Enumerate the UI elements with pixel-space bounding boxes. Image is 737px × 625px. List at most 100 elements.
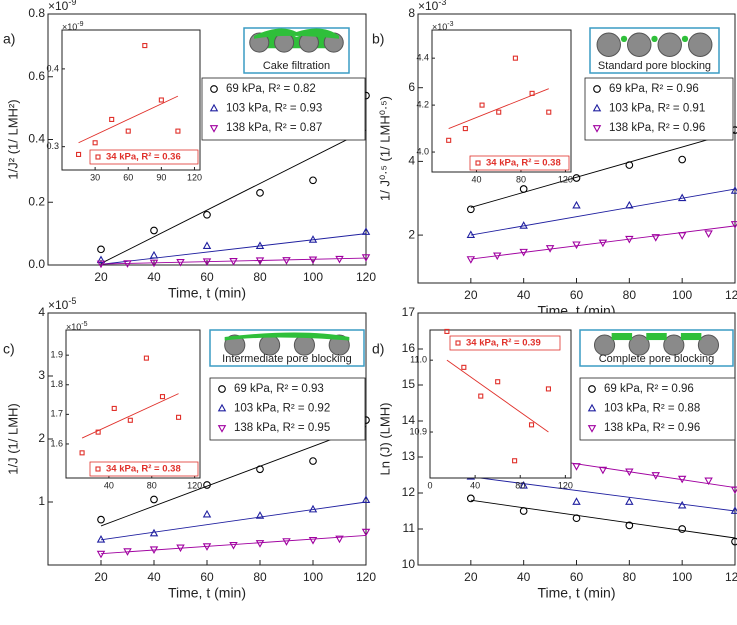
schematic-caption: Intermediate pore blocking: [222, 353, 352, 365]
legend-label: 138 kPa, R² = 0.96: [604, 422, 700, 434]
marker: [495, 379, 501, 385]
fit-line: [470, 131, 736, 208]
fit-line: [100, 425, 367, 527]
legend-marker: [218, 385, 226, 393]
marker: [519, 221, 528, 229]
legend-marker: [209, 103, 219, 112]
panel-label: c): [3, 341, 15, 357]
marker: [493, 252, 502, 261]
multiplier-exp: -5: [81, 321, 87, 328]
x-tick-label: 80: [253, 570, 267, 584]
legend-label: 69 kPa, R² = 0.96: [609, 83, 699, 95]
y-tick-label: 12: [402, 485, 416, 499]
x-tick-label: 40: [147, 270, 161, 284]
x-tick-label: 0: [427, 480, 432, 490]
x-tick-label: 30: [90, 172, 100, 182]
marker: [96, 260, 106, 269]
marker: [202, 509, 212, 518]
marker: [598, 466, 608, 475]
x-tick-label: 80: [253, 270, 267, 284]
marker: [308, 235, 318, 243]
marker: [109, 116, 115, 122]
marker: [625, 521, 634, 530]
x-tick-label: 20: [464, 570, 478, 584]
foulant: [651, 35, 658, 43]
marker: [202, 241, 212, 250]
y-multiplier: ×10-9: [48, 0, 76, 13]
x-tick-label: 40: [147, 570, 161, 584]
multiplier-exp: -5: [68, 296, 76, 306]
legend-marker: [587, 425, 597, 433]
inset-legend-label: 34 kPa, R² = 0.38: [106, 464, 181, 475]
marker: [677, 500, 687, 509]
foulant: [620, 35, 628, 43]
y-tick-label: 0.4: [28, 132, 45, 146]
marker: [466, 205, 475, 214]
x-tick-label: 120: [558, 480, 573, 490]
marker: [150, 495, 158, 504]
marker: [96, 535, 106, 543]
y-tick-label: 11: [403, 521, 416, 535]
legend-marker: [209, 125, 219, 133]
marker: [255, 241, 265, 250]
multiplier-exp: -3: [438, 0, 446, 7]
x-tick-label: 90: [156, 172, 166, 182]
x-tick-label: 60: [570, 288, 584, 302]
inset-legend-marker: [455, 340, 461, 346]
legend-label: 138 kPa, R² = 0.87: [226, 122, 322, 134]
marker: [704, 230, 713, 239]
marker: [203, 210, 211, 219]
y-tick-label: 1.9: [50, 350, 63, 360]
legend-label: 103 kPa, R² = 0.92: [234, 403, 330, 415]
y-tick-label: 14: [402, 413, 416, 427]
y-tick-label: 10.9: [409, 426, 427, 436]
x-tick-label: 40: [517, 288, 531, 302]
x-tick-label: 60: [570, 570, 584, 584]
marker: [255, 540, 265, 548]
y-tick-label: 0.4: [46, 63, 59, 73]
y-tick-label: 0.3: [46, 141, 59, 151]
marker: [446, 137, 452, 143]
marker: [308, 536, 318, 545]
foulant: [646, 333, 667, 341]
x-tick-label: 40: [470, 480, 480, 490]
marker: [255, 257, 265, 266]
marker: [143, 355, 149, 361]
multiplier-base: ×10: [62, 22, 77, 32]
plot-frame: [65, 329, 201, 479]
x-tick-label: 120: [725, 570, 737, 584]
marker: [92, 140, 98, 146]
x-tick-label: 100: [303, 570, 323, 584]
fit-line: [100, 129, 367, 264]
legend-box: [579, 377, 736, 441]
marker: [678, 155, 687, 164]
legend-box: [209, 377, 366, 441]
marker: [704, 477, 713, 486]
y-tick-label: 3: [38, 368, 45, 382]
y-tick-label: 0.2: [28, 194, 45, 208]
legend-label: 69 kPa, R² = 0.82: [226, 83, 316, 95]
membrane-grain: [697, 334, 720, 356]
marker: [335, 535, 344, 544]
legend-marker: [587, 403, 597, 412]
x-tick-label: 120: [356, 270, 376, 284]
marker: [598, 239, 608, 248]
y-axis-label: 1/ J⁰·⁵ (1/ LMH⁰·⁵): [377, 96, 392, 201]
marker: [572, 497, 581, 505]
legend-label: 69 kPa, R² = 0.93: [234, 383, 324, 395]
marker: [496, 109, 502, 115]
legend-label: 103 kPa, R² = 0.93: [226, 103, 322, 115]
marker: [175, 128, 181, 134]
plot-frame: [61, 29, 201, 171]
marker: [519, 481, 528, 489]
x-tick-label: 80: [623, 570, 637, 584]
y-tick-label: 10: [402, 557, 416, 571]
y-multiplier: ×10-5: [66, 321, 88, 333]
legend-marker: [217, 403, 227, 412]
y-tick-label: 15: [402, 377, 416, 391]
inset-legend-marker: [475, 160, 481, 166]
marker: [519, 185, 528, 193]
multiplier-base: ×10: [48, 298, 69, 312]
membrane-grain: [657, 32, 682, 57]
y-tick-label: 11.0: [410, 355, 427, 365]
